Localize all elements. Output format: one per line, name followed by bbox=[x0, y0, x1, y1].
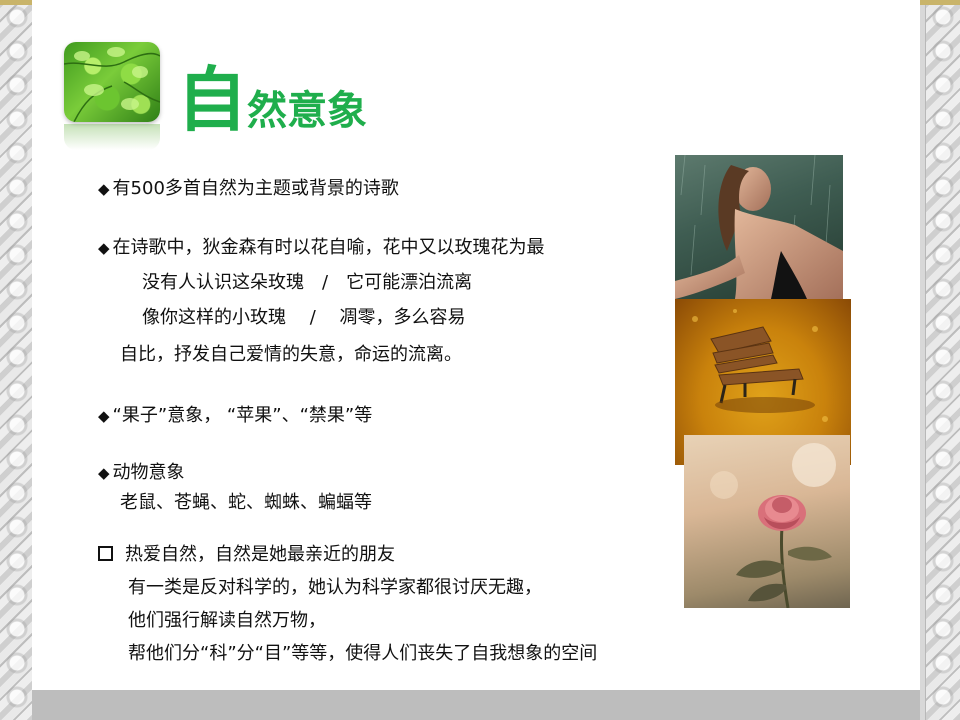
bullet-line-2: ◆ 在诗歌中，狄金森有时以花自喻，花中又以玫瑰花为最 bbox=[98, 233, 545, 259]
bottom-bar bbox=[32, 690, 920, 720]
title-big-char: 自 bbox=[177, 58, 247, 141]
bullet-line-1: ◆ 有500多首自然为主题或背景的诗歌 bbox=[98, 174, 399, 200]
science-line-2: 他们强行解读自然万物， bbox=[128, 606, 326, 632]
bullet-line-4: ◆ 动物意象 bbox=[98, 458, 185, 484]
diamond-bullet-icon: ◆ bbox=[98, 239, 110, 257]
leaf-icon-reflection bbox=[64, 124, 160, 150]
diamond-bullet-icon: ◆ bbox=[98, 407, 110, 425]
leaf-photo-icon bbox=[64, 42, 160, 122]
right-decorative-border bbox=[925, 0, 960, 720]
corner-accent-right bbox=[920, 0, 960, 5]
science-line-1: 有一类是反对科学的，她认为科学家都很讨厌无趣， bbox=[128, 573, 542, 599]
woman-rain-photo bbox=[675, 155, 843, 299]
science-line-3: 帮他们分“科”分“目”等等，使得人们丧失了自我想象的空间 bbox=[128, 639, 597, 665]
bullet-line-3: ◆ “果子”意象， “苹果”、“禁果”等 bbox=[98, 401, 372, 427]
slide-page: 自然意象 ◆ 有500多首自然为主题或背景的诗歌 ◆ 在诗歌中，狄金森有时以花自喻，… bbox=[32, 0, 920, 690]
poem-line-2: 像你这样的小玫瑰 / 凋零，多么容易 bbox=[142, 303, 466, 329]
square-icon bbox=[98, 546, 113, 561]
slide-title: 自然意象 bbox=[177, 44, 367, 145]
left-decorative-border bbox=[0, 0, 35, 720]
animal-list: 老鼠、苍蝇、蛇、蜘蛛、蝙蝠等 bbox=[120, 488, 372, 514]
diamond-bullet-icon: ◆ bbox=[98, 464, 110, 482]
square-bullet-line: 热爱自然，自然是她最亲近的朋友 bbox=[98, 540, 395, 566]
poem-comment: 自比，抒发自己爱情的失意，命运的流离。 bbox=[120, 340, 462, 366]
diamond-bullet-icon: ◆ bbox=[98, 180, 110, 198]
poem-line-1: 没有人认识这朵玫瑰 / 它可能漂泊流离 bbox=[142, 268, 472, 294]
pink-rose-photo bbox=[684, 435, 850, 608]
title-rest: 然意象 bbox=[247, 87, 367, 134]
